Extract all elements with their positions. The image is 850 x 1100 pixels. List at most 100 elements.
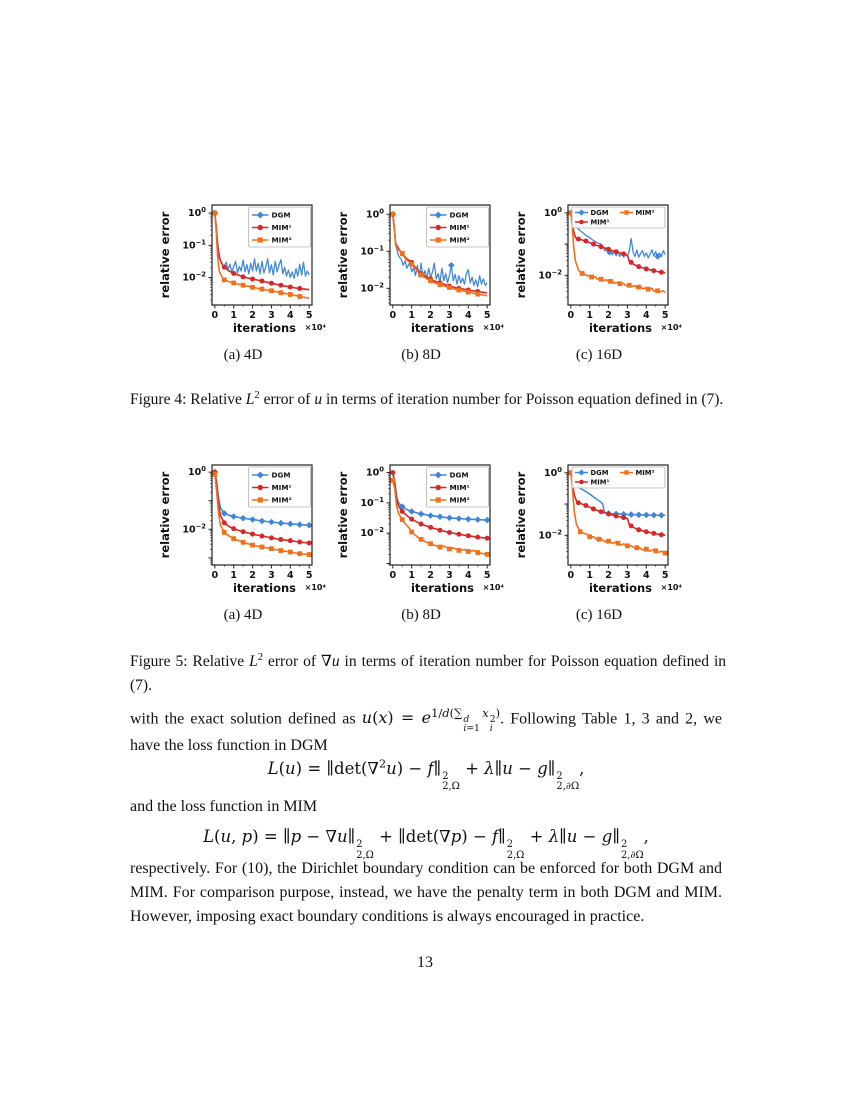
marker-circle bbox=[231, 270, 237, 276]
marker-square bbox=[399, 517, 405, 523]
chart-canvas: 0 1 2 3 4 5 100 10−2 relative error iterations ×10… bbox=[514, 464, 682, 595]
marker-square bbox=[306, 552, 312, 558]
y-axis-label: relative error bbox=[158, 471, 172, 558]
x-tick-label: 0 bbox=[212, 570, 219, 581]
paragraph-mim-intro: and the loss function in MIM bbox=[130, 798, 318, 815]
legend-label: DGM bbox=[591, 469, 609, 477]
subplot-caption-fig5-c: (c) 16D bbox=[575, 607, 623, 623]
x-axis-label: iterations bbox=[233, 321, 296, 335]
marker-circle bbox=[456, 531, 462, 537]
marker-circle bbox=[259, 278, 265, 284]
x-tick-label: 3 bbox=[446, 310, 453, 321]
x-axis-label: iterations bbox=[411, 321, 474, 335]
legend-label: MIM² bbox=[636, 469, 655, 477]
marker-square bbox=[484, 551, 490, 557]
x-tick-label: 2 bbox=[605, 310, 612, 321]
marker-square bbox=[653, 548, 659, 554]
marker-circle bbox=[579, 479, 584, 485]
chart-canvas: 0 1 2 3 4 5 100 10−1 10−2 relative error iteration… bbox=[336, 204, 504, 335]
figure4-caption: Figure 4: Relative L2 error of u in term… bbox=[130, 390, 724, 409]
chart-canvas: 0 1 2 3 4 5 100 10−1 10−2 relative error iteration… bbox=[158, 204, 327, 335]
chart-fig5-4d: 0 1 2 3 4 5 100 10−2 relative error iterations ×10… bbox=[158, 455, 336, 605]
marker-square bbox=[418, 537, 424, 542]
marker-circle bbox=[250, 531, 256, 537]
y-tick-label: 100 bbox=[366, 466, 384, 479]
marker-circle bbox=[575, 236, 581, 242]
marker-square bbox=[437, 544, 443, 550]
marker-square bbox=[624, 470, 629, 475]
marker-square bbox=[257, 237, 263, 243]
marker-square bbox=[465, 289, 471, 295]
marker-circle bbox=[306, 540, 312, 546]
y-tick-label: 100 bbox=[188, 206, 206, 219]
marker-square bbox=[212, 471, 218, 477]
marker-circle bbox=[399, 508, 405, 514]
marker-diamond bbox=[256, 211, 264, 219]
marker-circle bbox=[583, 502, 589, 508]
subplot-fig4-4d: 0 1 2 3 4 5 100 10−1 10−2 relative error iteration… bbox=[158, 195, 336, 377]
marker-diamond bbox=[455, 515, 463, 522]
marker-diamond bbox=[296, 521, 304, 528]
marker-square bbox=[568, 210, 574, 216]
series-line-DGM bbox=[214, 213, 310, 279]
x-axis-multiplier: ×10⁴ bbox=[305, 583, 327, 592]
x-axis-label: iterations bbox=[589, 321, 652, 335]
marker-circle bbox=[598, 509, 604, 515]
figure4-plots-row: 0 1 2 3 4 5 100 10−1 10−2 relative error iteration… bbox=[158, 195, 692, 377]
marker-circle bbox=[418, 521, 424, 527]
marker-square bbox=[447, 546, 452, 552]
chart-fig4-16d: 0 1 2 3 4 5 100 10−2 relative error iterations ×10… bbox=[514, 195, 692, 345]
legend-label: MIM² bbox=[272, 236, 292, 245]
marker-square bbox=[287, 549, 293, 555]
marker-diamond bbox=[287, 520, 294, 528]
marker-square bbox=[636, 284, 642, 290]
marker-square bbox=[250, 542, 255, 548]
marker-circle bbox=[621, 515, 627, 521]
marker-circle bbox=[651, 268, 657, 274]
series-line-MIM¹ bbox=[392, 472, 488, 540]
x-tick-label: 5 bbox=[662, 310, 669, 321]
marker-circle bbox=[628, 523, 634, 529]
marker-square bbox=[625, 543, 630, 549]
marker-circle bbox=[435, 484, 441, 491]
marker-square bbox=[596, 536, 602, 542]
marker-circle bbox=[658, 532, 664, 538]
y-tick-label: 10−2 bbox=[538, 268, 562, 281]
subplot-fig5-8d: 0 1 2 3 4 5 100 10−1 10−2 relative error iteration… bbox=[336, 455, 514, 637]
marker-square bbox=[579, 271, 585, 276]
y-tick-label: 100 bbox=[544, 206, 562, 219]
marker-circle bbox=[250, 276, 256, 282]
x-tick-label: 4 bbox=[465, 570, 472, 581]
marker-diamond bbox=[434, 211, 442, 219]
y-axis-label: relative error bbox=[158, 211, 172, 298]
marker-diamond bbox=[434, 471, 442, 479]
y-tick-label: 10−2 bbox=[182, 271, 206, 284]
x-tick-label: 5 bbox=[306, 310, 313, 321]
x-axis-label: iterations bbox=[589, 581, 652, 595]
marker-square bbox=[606, 538, 611, 544]
marker-circle bbox=[409, 516, 415, 522]
marker-circle bbox=[231, 526, 237, 532]
legend: DGM MIM¹ MIM² bbox=[426, 206, 489, 248]
marker-square bbox=[428, 541, 433, 547]
x-tick-label: 1 bbox=[586, 570, 593, 581]
marker-square bbox=[240, 539, 246, 545]
marker-diamond bbox=[465, 515, 472, 523]
x-tick-label: 1 bbox=[586, 310, 593, 321]
marker-square bbox=[221, 529, 227, 535]
marker-diamond bbox=[474, 516, 482, 523]
marker-diamond bbox=[448, 261, 455, 269]
x-axis-multiplier: ×10⁴ bbox=[305, 323, 327, 332]
x-tick-label: 1 bbox=[230, 570, 237, 581]
marker-circle bbox=[257, 224, 263, 231]
marker-diamond bbox=[578, 469, 585, 476]
series-line-MIM² bbox=[214, 213, 310, 299]
marker-circle bbox=[435, 224, 441, 231]
marker-diamond bbox=[627, 511, 635, 518]
marker-diamond bbox=[635, 511, 643, 519]
chart-canvas: 0 1 2 3 4 5 100 10−2 relative error iterations ×10… bbox=[514, 204, 682, 335]
marker-circle bbox=[583, 238, 589, 244]
marker-circle bbox=[446, 530, 452, 536]
subplot-caption-fig5-a: (a) 4D bbox=[223, 607, 263, 623]
chart-fig5-16d: 0 1 2 3 4 5 100 10−2 relative error iterations ×10… bbox=[514, 455, 692, 605]
